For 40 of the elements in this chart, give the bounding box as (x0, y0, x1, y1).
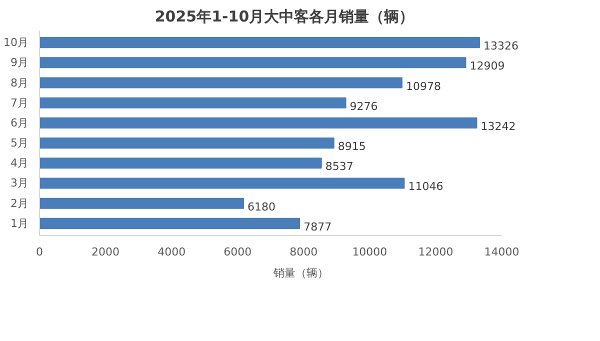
y-tick-label: 4月 (10, 156, 28, 170)
data-label: 8915 (338, 140, 366, 154)
x-tick-label: 12000 (418, 246, 454, 258)
y-tick-label: 9月 (10, 56, 28, 70)
y-tick-label: 8月 (10, 76, 28, 90)
data-label: 8537 (325, 160, 354, 174)
y-tick-label: 3月 (10, 176, 28, 190)
chart-title: 2025年1-10月大中客各月销量（辆） (154, 8, 414, 26)
data-label: 11046 (408, 180, 444, 194)
y-tick-label: 6月 (10, 116, 28, 130)
bar (40, 198, 244, 209)
bar (40, 97, 346, 108)
bar (40, 178, 405, 189)
data-label: 6180 (248, 200, 276, 214)
x-tick-label: 14000 (484, 246, 520, 258)
data-label: 13326 (484, 40, 519, 53)
data-label: 9276 (350, 100, 378, 113)
bar (40, 218, 300, 229)
bar (40, 117, 478, 128)
data-label: 12909 (470, 60, 505, 73)
bar (40, 57, 466, 68)
x-tick-label: 2000 (92, 246, 120, 258)
text: 销量（辆） (274, 266, 328, 280)
y-tick-label: 10月 (4, 36, 29, 50)
data-label: 13242 (480, 120, 516, 133)
bar (40, 158, 322, 169)
y-tick-label: 5月 (10, 136, 28, 150)
data-label: 7877 (304, 220, 332, 234)
x-tick-label: 4000 (158, 246, 186, 258)
bar (40, 77, 402, 88)
y-tick-label: 7月 (10, 96, 28, 110)
x-tick-label: 8000 (290, 246, 318, 258)
y-tick-label: 2月 (10, 196, 28, 210)
data-label: 10978 (406, 80, 441, 93)
x-tick-label: 0 (36, 246, 43, 258)
bar (40, 37, 480, 48)
x-tick-label: 10000 (352, 246, 388, 258)
bar (40, 138, 334, 149)
x-tick-label: 6000 (224, 246, 252, 258)
y-tick-label: 1月 (10, 216, 28, 230)
